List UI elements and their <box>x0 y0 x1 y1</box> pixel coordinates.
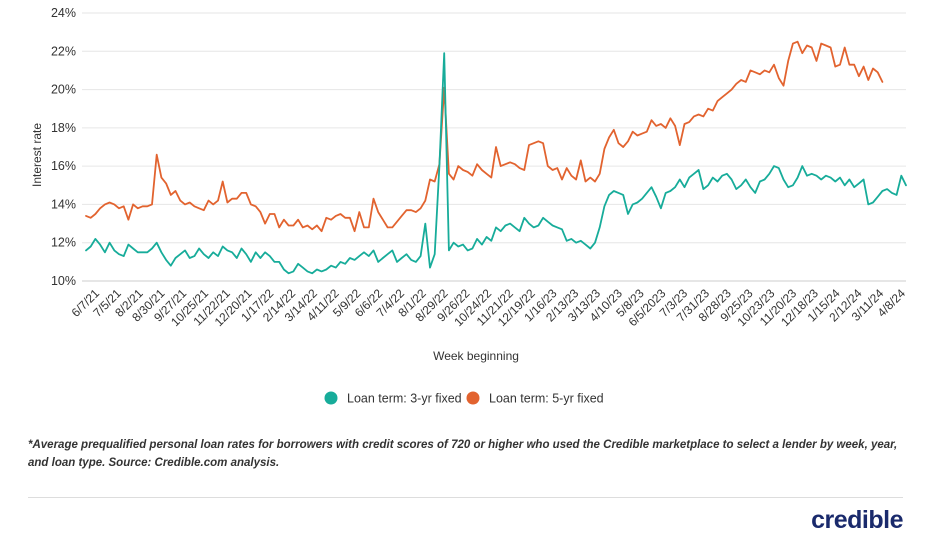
line-chart: 10% 12% 14% 16% 18% 20% 22% 24% 6/7/217/5/218/2… <box>30 6 909 406</box>
chart-gridlines <box>82 12 906 282</box>
y-axis-title: Interest rate <box>30 123 44 187</box>
x-axis-ticks: 6/7/217/5/218/2/218/30/219/27/2110/25/21… <box>69 286 909 329</box>
series-line <box>85 52 907 275</box>
chart-series <box>85 40 907 275</box>
y-axis-ticks: 10% 12% 14% 16% 18% 20% 22% 24% <box>51 6 76 288</box>
legend-label: Loan term: 3-yr fixed <box>347 392 462 406</box>
divider <box>28 497 903 498</box>
y-tick-label: 10% <box>51 274 76 288</box>
y-tick-label: 16% <box>51 159 76 173</box>
y-tick-label: 22% <box>51 44 76 58</box>
y-tick-label: 12% <box>51 236 76 250</box>
y-tick-label: 20% <box>51 83 76 97</box>
chart-legend: Loan term: 3-yr fixed Loan term: 5-yr fix… <box>324 391 604 406</box>
legend-marker <box>466 391 480 405</box>
legend-marker <box>324 391 338 405</box>
footnote: *Average prequalified personal loan rate… <box>28 439 898 469</box>
x-axis-title: Week beginning <box>433 349 519 363</box>
series-line <box>85 40 884 233</box>
y-tick-label: 24% <box>51 6 76 20</box>
credible-logo: credible <box>811 506 903 534</box>
y-tick-label: 18% <box>51 121 76 135</box>
legend-label: Loan term: 5-yr fixed <box>489 392 604 406</box>
y-tick-label: 14% <box>51 197 76 211</box>
